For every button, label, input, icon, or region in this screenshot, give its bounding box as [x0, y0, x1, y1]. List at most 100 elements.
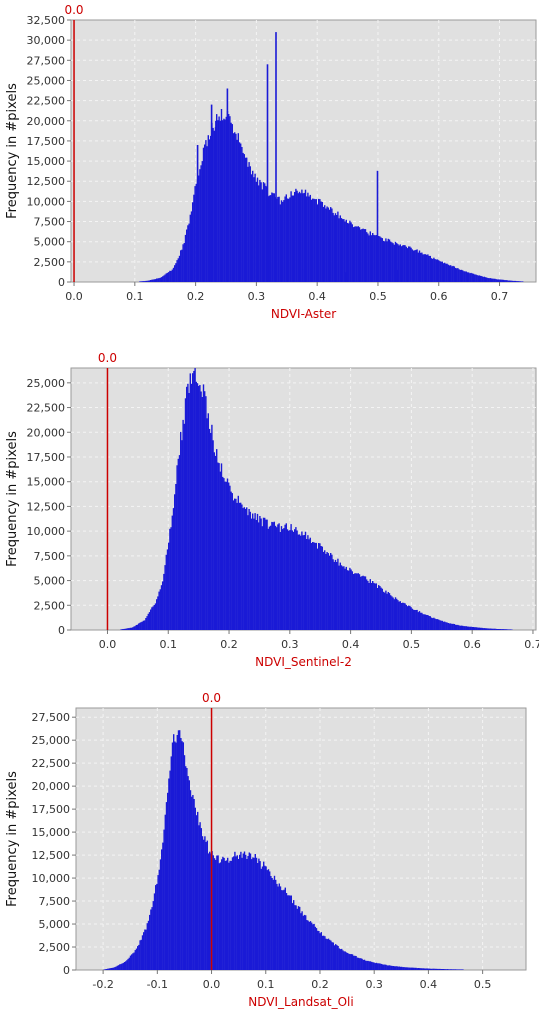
histogram-bar [463, 626, 465, 630]
histogram-bar [314, 542, 316, 630]
histogram-bar [240, 851, 242, 970]
histogram-bar [478, 275, 481, 282]
histogram-bar [357, 573, 359, 630]
histogram-bar [418, 250, 421, 282]
histogram-bar [483, 628, 485, 630]
histogram-bar [162, 276, 164, 282]
histogram-bar [397, 600, 399, 630]
histogram-bar [274, 525, 277, 630]
histogram-bar [266, 870, 268, 970]
histogram-bar [171, 269, 173, 282]
histogram-bar [234, 498, 236, 630]
histogram-bar [345, 952, 348, 970]
histogram-bar [369, 961, 372, 970]
histogram-bar [386, 593, 388, 630]
histogram-bar [471, 273, 473, 282]
histogram-bar [417, 612, 419, 630]
histogram-bar [487, 278, 489, 282]
histogram-bar [218, 116, 220, 282]
histogram-spike-bar [210, 104, 213, 282]
histogram-bar [283, 528, 285, 630]
histogram-bar [201, 836, 204, 970]
histogram-bar [297, 906, 300, 970]
histogram-bar [354, 955, 356, 970]
histogram-bar [279, 532, 281, 630]
histogram-bar [218, 863, 220, 970]
histogram-bar [200, 391, 202, 630]
zero-marker-label: 0.0 [202, 691, 221, 705]
histogram-bar [277, 524, 279, 630]
histogram-bar [183, 423, 185, 630]
histogram-bar [343, 219, 345, 282]
histogram-bar [429, 616, 431, 630]
histogram-bar [456, 268, 458, 282]
histogram-bar [297, 193, 299, 282]
histogram-bar [253, 177, 255, 282]
histogram-bar [315, 199, 317, 282]
histogram-bar [247, 166, 249, 282]
histogram-bar [220, 463, 223, 630]
histogram-bar [198, 386, 200, 630]
histogram-bar [486, 277, 488, 282]
histogram-bar [125, 961, 127, 970]
histogram-bar [430, 258, 433, 282]
zero-marker-label: 0.0 [98, 351, 117, 365]
histogram-spike-bar [376, 170, 379, 282]
histogram-bar [470, 272, 472, 282]
histogram-bar [373, 582, 375, 630]
histogram-bar [105, 969, 108, 970]
histogram-bar [342, 950, 344, 970]
histogram-bar [219, 471, 221, 630]
histogram-bar [309, 921, 312, 970]
histogram-bar [210, 135, 212, 282]
histogram-bar [384, 964, 386, 970]
x-tick-label: 0.6 [463, 638, 481, 651]
histogram-bar [339, 215, 341, 282]
histogram-bar [235, 856, 237, 970]
histogram-bar [348, 570, 350, 630]
histogram-bar [330, 553, 332, 630]
histogram-bar [171, 742, 174, 970]
histogram-bar [278, 196, 280, 282]
histogram-bar [243, 154, 245, 282]
histogram-bar [366, 579, 368, 630]
histogram-bar [301, 531, 303, 630]
histogram-bar [270, 525, 272, 630]
histogram-bar [264, 865, 266, 970]
histogram-bar [259, 861, 261, 970]
x-tick-label: 0.2 [220, 638, 238, 651]
histogram-bar [355, 226, 357, 282]
histogram-bar [137, 946, 139, 970]
histogram-bar [242, 152, 244, 282]
histogram-bar [273, 521, 275, 630]
histogram-bar [149, 914, 151, 970]
histogram-bar [224, 119, 226, 282]
x-tick-label: 0.4 [308, 290, 326, 303]
histogram-bar [208, 428, 211, 630]
histogram-bar [435, 619, 437, 630]
histogram-bar [423, 614, 425, 630]
histogram-bar [139, 622, 141, 630]
histogram-bar [186, 386, 188, 630]
histogram-bar [291, 530, 293, 630]
histogram-bar [223, 857, 225, 970]
histogram-bar [260, 868, 262, 970]
histogram-bar [184, 398, 187, 630]
histogram-bar [218, 463, 220, 630]
y-tick-label: 0 [58, 624, 65, 637]
histogram-bar [160, 277, 163, 282]
histogram-bar [504, 629, 506, 630]
histogram-bar [400, 246, 403, 282]
histogram-bar [452, 265, 454, 282]
y-axis-title: Frequency in #pixels [5, 431, 20, 567]
histogram-bar [428, 968, 430, 970]
histogram-bar [259, 179, 261, 282]
histogram-bar [261, 526, 263, 630]
histogram-bar [308, 196, 310, 282]
histogram-bar [380, 237, 382, 282]
histogram-bar [480, 275, 482, 282]
histogram-bar [347, 953, 349, 970]
histogram-bar [193, 194, 195, 282]
histogram-bar [279, 886, 282, 970]
histogram-bar [168, 272, 170, 282]
